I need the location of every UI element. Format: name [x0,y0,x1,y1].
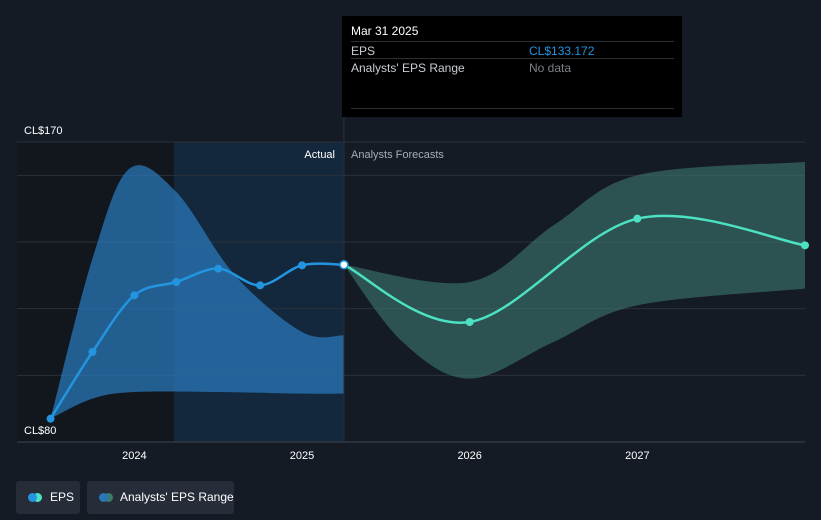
series-0-point-2 [130,291,139,300]
tooltip-row-eps: EPS CL$133.172 [351,41,674,60]
range-band-1 [343,162,805,379]
x-tick-label-1: 2025 [290,450,314,462]
series-0-point-4 [214,264,223,273]
range-legend-dot-forecast [104,493,113,502]
series-0-point-1 [88,348,97,356]
series-1-point-3 [801,241,809,250]
series-line-1 [343,214,806,324]
eps-legend-dot-forecast [33,493,42,502]
y-axis-min-label: CL$80 [24,425,56,437]
actual-region-label: Actual [304,149,335,161]
x-tick-label-3: 2027 [625,450,649,462]
series-0-point-5 [256,281,265,290]
range-legend-dot-past [99,493,108,502]
series-0-point-7 [339,260,349,270]
legend-eps-label: EPS [50,490,75,504]
tooltip: Mar 31 2025 EPS CL$133.172 Analysts' EPS… [342,16,682,117]
legend-analysts-range[interactable]: Analysts' EPS Range [87,481,234,514]
tooltip-row-range: Analysts' EPS Range No data [351,58,674,77]
legend-range-label: Analysts' EPS Range [120,490,234,504]
forecast-region-label: Analysts Forecasts [351,149,444,161]
series-0-point-3 [172,278,181,286]
y-axis-max-label: CL$170 [24,125,63,137]
tooltip-date: Mar 31 2025 [351,24,419,38]
tooltip-range-label: Analysts' EPS Range [351,61,465,75]
series-0-point-6 [298,261,307,270]
eps-points [46,214,809,423]
x-tick-labels: 2024 2025 2026 2027 [122,450,649,462]
series-1-point-2 [633,214,642,223]
tooltip-eps-label: EPS [351,44,376,58]
x-tick-label-0: 2024 [122,450,146,462]
tooltip-eps-value: CL$133.172 [529,44,595,58]
series-0-point-0 [46,414,55,423]
tooltip-range-value: No data [529,61,572,75]
legend-eps[interactable]: EPS [16,481,80,514]
x-tick-label-2: 2026 [457,450,481,462]
range-bands [50,162,805,419]
series-1-point-1 [465,318,474,326]
range-band-0 [50,165,344,419]
eps-legend-dot-actual [28,493,37,502]
tooltip-divider [351,108,674,109]
